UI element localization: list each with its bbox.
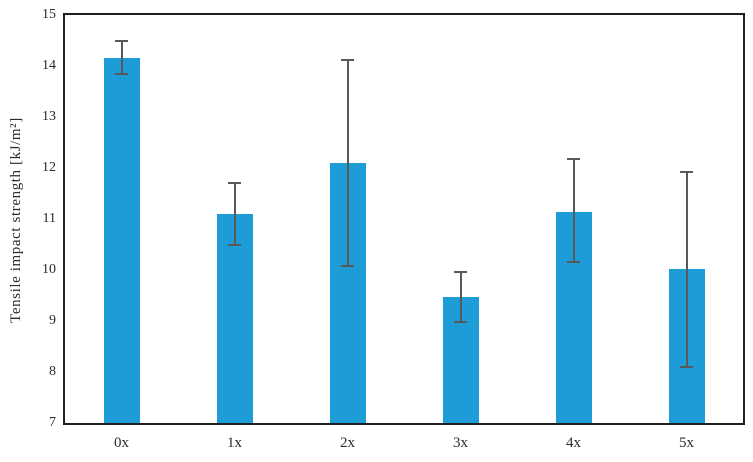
x-tick-label-5x: 5x bbox=[679, 435, 694, 451]
y-tick-label-14: 14 bbox=[42, 58, 56, 73]
error-bar-cap bbox=[680, 170, 693, 173]
y-tick-label-12: 12 bbox=[42, 160, 56, 175]
error-bar-cap bbox=[454, 271, 467, 274]
error-bar-cap bbox=[115, 39, 128, 42]
error-bar-cap bbox=[454, 320, 467, 323]
error-bar-cap bbox=[341, 58, 354, 61]
y-tick-label-15: 15 bbox=[42, 7, 56, 22]
x-tick-label-0x: 0x bbox=[114, 435, 129, 451]
error-bar-cap bbox=[680, 365, 693, 368]
error-bar-line bbox=[459, 272, 462, 322]
error-bar-cap bbox=[228, 182, 241, 185]
y-tick-label-8: 8 bbox=[49, 364, 56, 379]
error-bar-line bbox=[346, 59, 349, 266]
error-bar-cap bbox=[115, 73, 128, 76]
y-tick-label-13: 13 bbox=[42, 109, 56, 124]
x-tick-label-2x: 2x bbox=[340, 435, 355, 451]
bar-1x bbox=[216, 214, 253, 423]
error-bar-line bbox=[572, 159, 575, 263]
error-bar-cap bbox=[567, 261, 580, 264]
error-bar-line bbox=[685, 171, 688, 367]
error-bar-line bbox=[233, 183, 236, 245]
error-bar-cap bbox=[341, 264, 354, 267]
error-bar-cap bbox=[567, 158, 580, 161]
y-tick-label-7: 7 bbox=[49, 415, 56, 430]
x-tick-label-1x: 1x bbox=[227, 435, 242, 451]
plot-area bbox=[63, 13, 745, 425]
y-tick-label-9: 9 bbox=[49, 313, 56, 328]
x-tick-label-4x: 4x bbox=[566, 435, 581, 451]
error-bar-line bbox=[120, 40, 123, 75]
bar-0x bbox=[103, 57, 140, 423]
x-tick-label-3x: 3x bbox=[453, 435, 468, 451]
y-tick-label-10: 10 bbox=[42, 262, 56, 277]
y-tick-label-11: 11 bbox=[42, 211, 56, 226]
error-bar-cap bbox=[228, 244, 241, 246]
